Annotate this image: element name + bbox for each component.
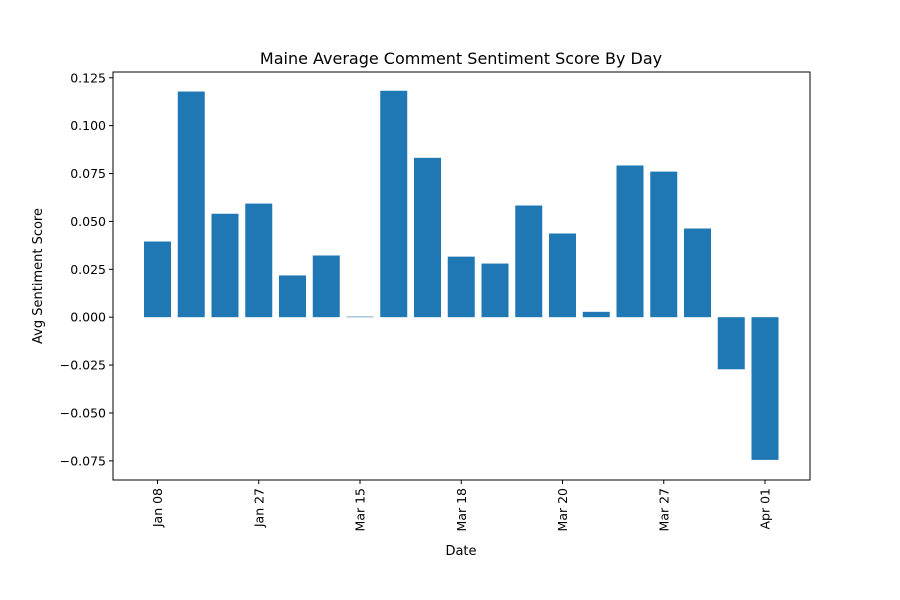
y-tick-label: 0.125 (70, 70, 106, 85)
bar (279, 275, 306, 318)
bar (717, 317, 745, 370)
y-tick-label: −0.075 (60, 453, 106, 468)
x-tick-label: Jan 08 (150, 488, 165, 528)
bar (245, 203, 273, 318)
bar (650, 171, 678, 318)
y-axis-label: Avg Sentiment Score (31, 208, 46, 344)
bar (751, 317, 779, 460)
x-tick-label: Mar 15 (353, 488, 368, 531)
y-tick-label: 0.025 (70, 262, 106, 277)
x-tick-label: Mar 18 (454, 488, 469, 532)
bar (684, 228, 711, 318)
bar (144, 241, 171, 318)
bar (447, 256, 475, 318)
bar (346, 316, 374, 318)
plot-area: −0.075 −0.050 −0.025 0.000 0.025 0.050 0.075 0.… (60, 70, 811, 532)
x-tick-label: Mar 20 (555, 488, 570, 532)
bar (380, 90, 408, 318)
y-tick-label: 0.100 (70, 118, 106, 133)
y-tick-label: −0.050 (60, 405, 106, 420)
bar (549, 233, 576, 318)
bar (414, 157, 441, 318)
bar (515, 205, 543, 318)
bar (177, 91, 205, 318)
y-tick-label: −0.025 (60, 358, 106, 373)
y-tick-label: 0.050 (70, 214, 106, 229)
bar (616, 165, 644, 318)
bar (582, 311, 610, 318)
y-tick-label: 0.000 (70, 310, 106, 325)
x-axis-label: Date (445, 544, 476, 559)
y-tick-label: 0.075 (70, 166, 106, 181)
x-tick-label: Apr 01 (758, 488, 773, 530)
chart-title: Maine Average Comment Sentiment Score By… (260, 49, 662, 68)
bar (312, 255, 340, 318)
bar (481, 263, 509, 318)
x-tick-label: Mar 27 (656, 488, 671, 531)
x-tick-label: Jan 27 (251, 488, 266, 528)
bar (211, 213, 239, 318)
